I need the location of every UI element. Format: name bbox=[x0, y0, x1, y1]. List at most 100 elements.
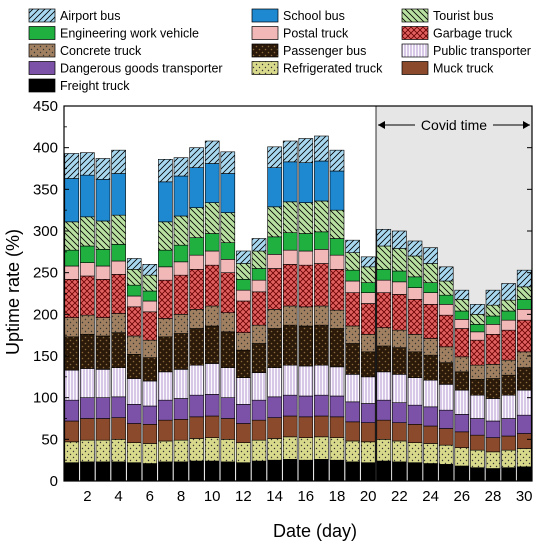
legend-swatch-tourist-bus bbox=[401, 8, 429, 23]
bar-segment-passenger-bus-day-13 bbox=[251, 343, 267, 373]
bar-segment-dangerous-goods-transporter-day-6 bbox=[142, 405, 158, 425]
bar-segment-dangerous-goods-transporter-day-17 bbox=[314, 394, 329, 417]
bar-segment-refrigerated-truck-day-16 bbox=[298, 437, 314, 461]
bar-segment-engineering-work-vehicle-day-4 bbox=[111, 244, 126, 262]
bar-segment-postal-truck-day-3 bbox=[95, 265, 111, 280]
bar-segment-airport-bus-day-19 bbox=[345, 239, 360, 253]
bar-segment-postal-truck-day-20 bbox=[360, 292, 376, 304]
bar-segment-engineering-work-vehicle-day-29 bbox=[501, 310, 516, 321]
bar-segment-refrigerated-truck-day-22 bbox=[392, 440, 407, 463]
bar-segment-postal-truck-day-19 bbox=[345, 280, 360, 293]
legend-label-postal-truck: Postal truck bbox=[283, 27, 349, 41]
bar-segment-engineering-work-vehicle-day-15 bbox=[282, 232, 298, 251]
legend-label-public-transporter: Public transporter bbox=[433, 44, 531, 58]
bar-segment-freight-truck-day-17 bbox=[314, 459, 329, 482]
bar-segment-tourist-bus-day-4 bbox=[111, 214, 126, 245]
x-tick-label: 6 bbox=[146, 488, 154, 505]
bar-segment-refrigerated-truck-day-19 bbox=[345, 440, 360, 463]
bar-segment-passenger-bus-day-21 bbox=[376, 345, 392, 373]
y-tick-label: 100 bbox=[33, 390, 58, 407]
bar-segment-muck-truck-day-7 bbox=[158, 419, 173, 442]
bar-segment-airport-bus-day-21 bbox=[376, 229, 392, 247]
bar-segment-muck-truck-day-19 bbox=[345, 421, 360, 442]
bar-segment-concrete-truck-day-4 bbox=[111, 313, 126, 333]
bar-segment-concrete-truck-day-24 bbox=[423, 338, 438, 356]
bar-segment-school-bus-day-18 bbox=[329, 170, 345, 211]
bar-segment-dangerous-goods-transporter-day-1 bbox=[64, 399, 80, 422]
bar-segment-dangerous-goods-transporter-day-23 bbox=[407, 404, 423, 425]
bar-segment-public-transporter-day-27 bbox=[470, 394, 485, 419]
bar-segment-muck-truck-day-26 bbox=[454, 431, 470, 448]
bar-segment-garbage-truck-day-13 bbox=[251, 291, 267, 326]
bar-segment-concrete-truck-day-22 bbox=[392, 329, 407, 348]
bar-segment-postal-truck-day-11 bbox=[220, 259, 236, 273]
bar-segment-tourist-bus-day-11 bbox=[220, 212, 236, 243]
bar-segment-dangerous-goods-transporter-day-5 bbox=[126, 404, 142, 424]
bar-segment-dangerous-goods-transporter-day-4 bbox=[111, 396, 126, 418]
bar-segment-airport-bus-day-17 bbox=[314, 135, 329, 162]
legend-swatch-refrigerated-truck bbox=[251, 61, 279, 75]
bar-segment-muck-truck-day-12 bbox=[236, 423, 251, 443]
legend-swatch-postal-truck bbox=[251, 26, 279, 40]
bar-segment-postal-truck-day-12 bbox=[236, 289, 251, 302]
bar-segment-muck-truck-day-25 bbox=[438, 428, 454, 446]
bar-segment-muck-truck-day-2 bbox=[80, 418, 95, 441]
covid-annotation-label: Covid time bbox=[421, 117, 487, 133]
x-tick-label: 24 bbox=[422, 488, 439, 505]
bar-segment-airport-bus-day-9 bbox=[189, 147, 204, 168]
bar-segment-passenger-bus-day-17 bbox=[314, 324, 329, 366]
bar-segment-refrigerated-truck-day-7 bbox=[158, 440, 173, 463]
bar-segment-passenger-bus-day-22 bbox=[392, 347, 407, 375]
bar-segment-tourist-bus-day-30 bbox=[516, 286, 532, 300]
bar-segment-refrigerated-truck-day-29 bbox=[501, 449, 516, 468]
bar-segment-postal-truck-day-5 bbox=[126, 295, 142, 308]
bar-segment-dangerous-goods-transporter-day-8 bbox=[173, 398, 189, 420]
bar-segment-engineering-work-vehicle-day-27 bbox=[470, 324, 485, 333]
bar-segment-passenger-bus-day-10 bbox=[204, 325, 220, 364]
bar-segment-concrete-truck-day-16 bbox=[298, 306, 314, 327]
bar-segment-public-transporter-day-12 bbox=[236, 377, 251, 405]
bar-segment-refrigerated-truck-day-21 bbox=[376, 439, 392, 462]
bar-segment-muck-truck-day-14 bbox=[267, 417, 282, 439]
bar-segment-refrigerated-truck-day-10 bbox=[204, 437, 220, 462]
bar-segment-tourist-bus-day-24 bbox=[423, 263, 438, 283]
legend-label-school-bus: School bus bbox=[283, 9, 345, 23]
bar-segment-concrete-truck-day-8 bbox=[173, 314, 189, 334]
bar-segment-concrete-truck-day-18 bbox=[329, 309, 345, 329]
bar-segment-passenger-bus-day-29 bbox=[501, 374, 516, 396]
bar-segment-engineering-work-vehicle-day-24 bbox=[423, 282, 438, 293]
y-tick-label: 400 bbox=[33, 140, 58, 157]
bar-segment-muck-truck-day-1 bbox=[64, 420, 80, 443]
bar-segment-concrete-truck-day-11 bbox=[220, 312, 236, 333]
bar-segment-postal-truck-day-23 bbox=[407, 287, 423, 300]
legend-swatch-engineering-work-vehicle bbox=[28, 26, 56, 40]
bar-segment-public-transporter-day-23 bbox=[407, 377, 423, 406]
bar-segment-tourist-bus-day-17 bbox=[314, 200, 329, 233]
bar-segment-concrete-truck-day-10 bbox=[204, 305, 220, 327]
bar-segment-dangerous-goods-transporter-day-7 bbox=[158, 399, 173, 421]
bar-segment-garbage-truck-day-2 bbox=[80, 275, 95, 316]
bar-segment-garbage-truck-day-4 bbox=[111, 274, 126, 314]
bar-segment-dangerous-goods-transporter-day-29 bbox=[501, 418, 516, 437]
bar-segment-airport-bus-day-25 bbox=[438, 266, 454, 282]
bar-segment-passenger-bus-day-30 bbox=[516, 367, 532, 391]
bar-segment-dangerous-goods-transporter-day-16 bbox=[298, 395, 314, 418]
bar-segment-engineering-work-vehicle-day-2 bbox=[80, 245, 95, 263]
x-tick-label: 16 bbox=[297, 488, 314, 505]
y-tick-label: 450 bbox=[33, 98, 58, 115]
bar-segment-airport-bus-day-7 bbox=[158, 159, 173, 183]
bar-segment-tourist-bus-day-1 bbox=[64, 221, 80, 251]
bar-segment-airport-bus-day-18 bbox=[329, 149, 345, 172]
bar-segment-passenger-bus-day-4 bbox=[111, 332, 126, 368]
bar-segment-tourist-bus-day-25 bbox=[438, 280, 454, 296]
bar-segment-concrete-truck-day-15 bbox=[282, 305, 298, 326]
bar-segment-engineering-work-vehicle-day-20 bbox=[360, 282, 376, 293]
legend-swatch-muck-truck bbox=[401, 61, 429, 75]
legend-label-refrigerated-truck: Refrigerated truck bbox=[283, 62, 383, 76]
bar-segment-airport-bus-day-22 bbox=[392, 230, 407, 249]
bar-segment-dangerous-goods-transporter-day-28 bbox=[485, 420, 501, 438]
bar-segment-muck-truck-day-27 bbox=[470, 434, 485, 451]
bar-segment-passenger-bus-day-25 bbox=[438, 362, 454, 385]
bar-segment-muck-truck-day-16 bbox=[298, 416, 314, 438]
bar-segment-concrete-truck-day-27 bbox=[470, 364, 485, 380]
